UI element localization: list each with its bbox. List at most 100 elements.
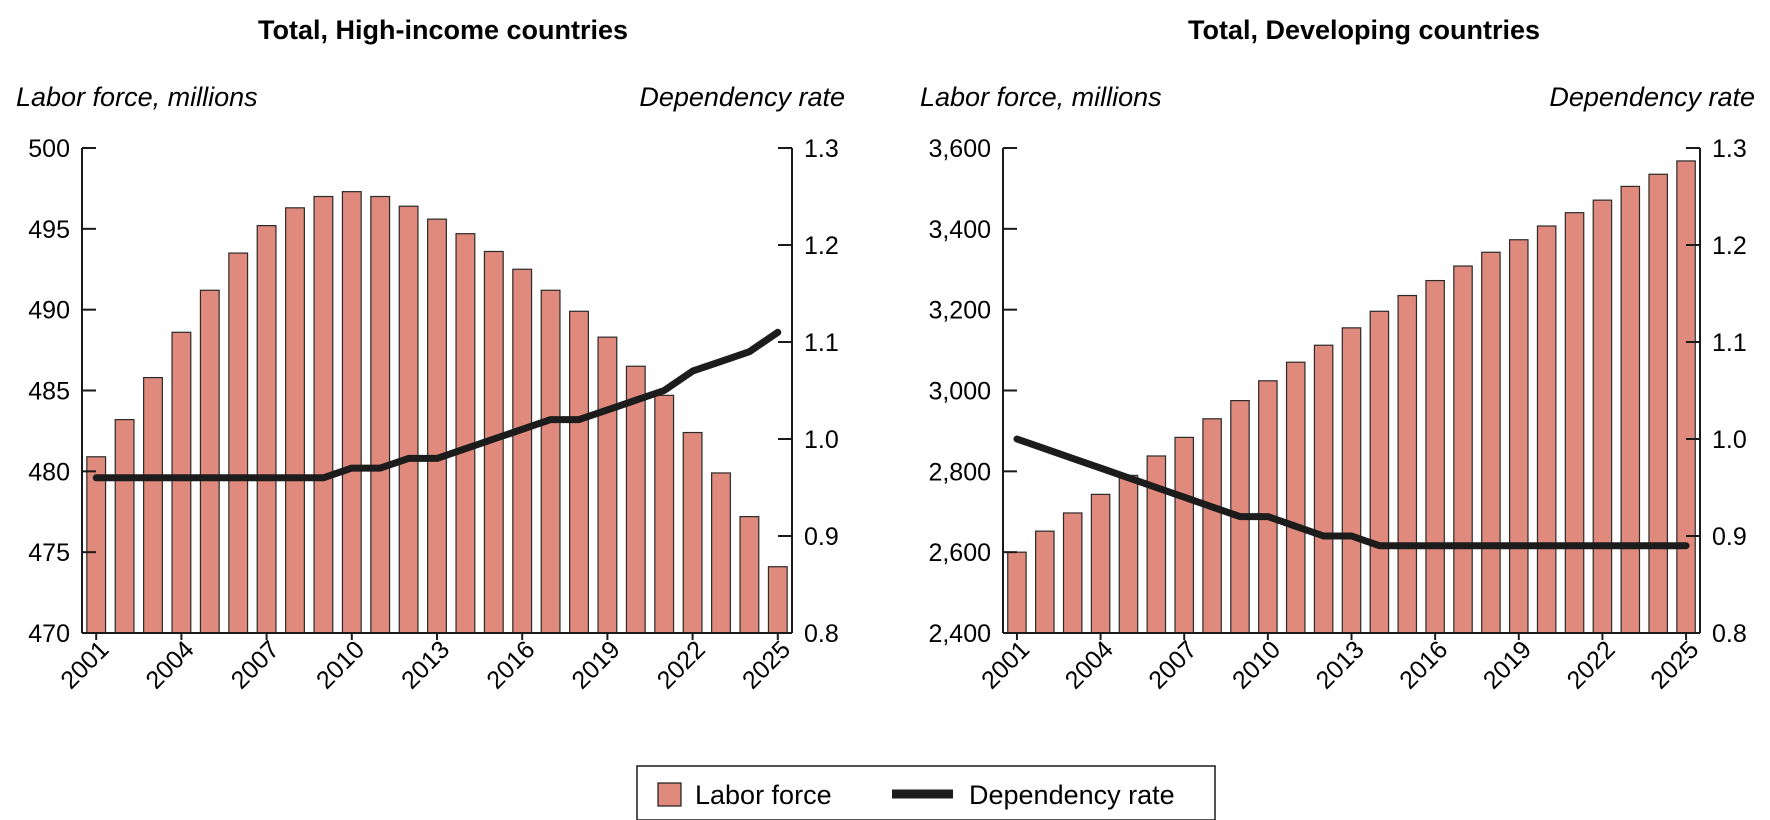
bar-2007 [1174, 436, 1195, 634]
bar-2012 [398, 205, 419, 634]
x-tick-label: 2007 [226, 635, 285, 694]
y-tick-label: 3,600 [928, 135, 991, 163]
bar-2014 [1369, 310, 1390, 634]
y-tick-label: 2,800 [928, 458, 991, 486]
y2-tick-label: 0.9 [1712, 523, 1747, 551]
y-axis-title-left: Labor force, millions [920, 82, 1162, 112]
bar-2019 [1508, 239, 1529, 634]
x-tick-label: 2025 [1645, 635, 1704, 694]
y-tick-label: 500 [28, 135, 70, 163]
bar-2005 [1118, 474, 1139, 634]
y-tick-label: 485 [28, 378, 70, 406]
legend: Labor force Dependency rate [636, 765, 1216, 820]
y2-tick-label: 1.3 [804, 135, 839, 163]
chart-title: Total, Developing countries [1188, 15, 1540, 45]
bar-2023 [1620, 185, 1641, 634]
y2-tick-label: 0.8 [1712, 620, 1747, 648]
x-tick-label: 2010 [311, 635, 370, 694]
plot-area: 470 475 480 485 490 495 500 0.8 0.9 1.0 1.1 1.2 1.3 2… [28, 135, 838, 695]
bar-2005 [199, 289, 220, 634]
bar-2024 [739, 515, 760, 634]
bar-2013 [1341, 327, 1362, 634]
chart-panel-developing: Total, Developing countries Labor force,… [920, 15, 1755, 695]
bar-2018 [1481, 251, 1501, 634]
bar-2021 [654, 394, 675, 634]
dependency-rate-line [92, 328, 782, 482]
bar-2018 [569, 310, 589, 634]
y-tick-label: 490 [28, 297, 70, 325]
y-tick-label: 2,400 [928, 620, 991, 648]
y2-tick-label: 1.0 [1712, 426, 1747, 454]
bar-2023 [711, 472, 731, 634]
bar-2021 [1564, 212, 1585, 634]
legend-swatch-labor-force [657, 782, 682, 807]
y-tick-label: 495 [28, 216, 70, 244]
x-tick-label: 2022 [1562, 635, 1621, 694]
y2-tick-label: 1.1 [804, 329, 839, 357]
bar-2004 [1090, 493, 1111, 634]
bar-2003 [143, 376, 163, 634]
chart-title: Total, High-income countries [258, 15, 628, 45]
bar-2009 [313, 195, 334, 634]
x-tick-label: 2019 [567, 635, 626, 694]
x-tick-label: 2022 [652, 635, 711, 694]
x-tick-label: 2004 [141, 635, 200, 694]
bar-2006 [228, 252, 249, 634]
bar-2022 [1592, 199, 1613, 634]
y2-tick-label: 1.0 [804, 426, 839, 454]
bar-2020 [1536, 225, 1557, 634]
bar-2019 [597, 336, 618, 634]
plot-area: 2,400 2,600 2,800 3,000 3,200 3,400 3,600 0.8 0.… [928, 135, 1746, 695]
bar-2010 [1258, 380, 1278, 634]
bar-2002 [1035, 530, 1055, 634]
bar-2025 [1676, 160, 1696, 634]
bar-2015 [1397, 294, 1418, 634]
y-tick-label: 475 [28, 539, 70, 567]
y-tick-label: 470 [28, 620, 70, 648]
y2-tick-label: 1.1 [1712, 329, 1747, 357]
y2-tick-label: 1.2 [1712, 232, 1747, 260]
y2-tick-label: 0.8 [804, 620, 839, 648]
bar-2022 [682, 431, 703, 634]
x-tick-label: 2016 [1394, 635, 1453, 694]
legend-label-labor-force: Labor force [695, 780, 832, 810]
bar-2024 [1648, 173, 1668, 634]
bar-2020 [625, 365, 646, 634]
chart-panel-high-income: Total, High-income countries Labor force… [16, 15, 845, 695]
y2-tick-label: 1.2 [804, 232, 839, 260]
bar-2025 [767, 566, 788, 634]
y-axis-title-right: Dependency rate [639, 82, 845, 112]
y2-tick-label: 0.9 [804, 523, 839, 551]
y-tick-label: 3,000 [928, 378, 991, 406]
bar-2002 [114, 419, 135, 634]
bar-2010 [341, 191, 362, 634]
x-tick-label: 2010 [1227, 635, 1286, 694]
x-tick-label: 2013 [1311, 635, 1370, 694]
bar-2008 [285, 207, 305, 634]
bar-2011 [370, 195, 391, 634]
bar-2001 [1007, 551, 1027, 634]
x-tick-label: 2025 [737, 635, 796, 694]
bar-2004 [171, 331, 192, 634]
bar-2001 [86, 456, 107, 634]
y-tick-label: 3,400 [928, 216, 991, 244]
y2-tick-label: 1.3 [1712, 135, 1747, 163]
bar-2017 [540, 289, 561, 634]
bar-2012 [1313, 344, 1334, 634]
bar-2011 [1285, 361, 1306, 634]
x-tick-label: 2016 [481, 635, 540, 694]
bar-2003 [1062, 512, 1083, 634]
y-axis-title-left: Labor force, millions [16, 82, 258, 112]
bar-2008 [1202, 418, 1222, 634]
y-tick-label: 3,200 [928, 297, 991, 325]
legend-label-dependency-rate: Dependency rate [969, 780, 1175, 810]
x-tick-label: 2019 [1478, 635, 1537, 694]
dependency-rate-line [1013, 435, 1690, 550]
bar-2014 [455, 233, 476, 634]
y-tick-label: 2,600 [928, 539, 991, 567]
x-tick-label: 2007 [1143, 635, 1202, 694]
bar-2007 [256, 225, 277, 634]
bar-2013 [427, 218, 447, 634]
bar-2016 [1425, 279, 1445, 634]
